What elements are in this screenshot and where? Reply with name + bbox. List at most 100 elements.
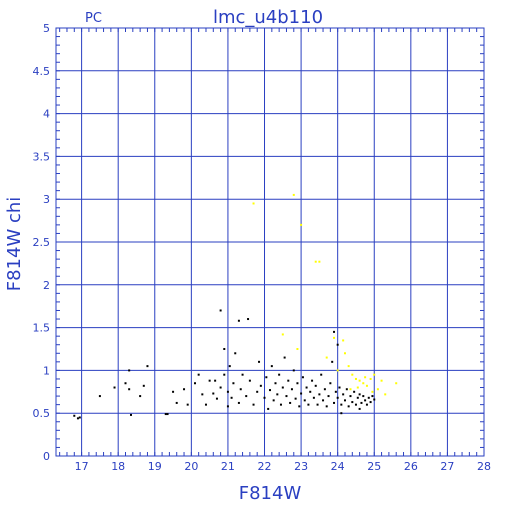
- data-point: [360, 401, 363, 404]
- data-point: [113, 386, 116, 389]
- data-point: [256, 390, 259, 393]
- data-point: [325, 356, 328, 359]
- data-point: [311, 379, 314, 382]
- y-tick-label: 0.5: [33, 407, 51, 420]
- data-point: [365, 384, 368, 387]
- data-point: [373, 398, 376, 401]
- data-point: [164, 413, 167, 416]
- data-point: [215, 397, 218, 400]
- chart-title: lmc_u4b110: [213, 7, 323, 28]
- data-point: [290, 388, 293, 391]
- y-tick-label: 0: [43, 450, 50, 463]
- data-point: [300, 223, 303, 226]
- data-point: [351, 373, 354, 376]
- data-point: [208, 379, 211, 382]
- data-point: [331, 360, 334, 363]
- data-point: [214, 379, 217, 382]
- x-tick-label: 24: [331, 460, 345, 473]
- data-point: [369, 377, 372, 380]
- data-point: [270, 365, 273, 368]
- data-point: [289, 401, 292, 404]
- x-tick-label: 18: [111, 460, 125, 473]
- data-point: [343, 399, 346, 402]
- data-points: [73, 193, 398, 420]
- data-point: [142, 384, 145, 387]
- data-point: [226, 405, 229, 408]
- data-point: [197, 373, 200, 376]
- data-point: [312, 396, 315, 399]
- data-point: [373, 373, 376, 376]
- data-point: [314, 384, 317, 387]
- data-point: [237, 401, 240, 404]
- data-point: [166, 413, 169, 416]
- data-point: [267, 407, 270, 410]
- data-point: [349, 388, 352, 391]
- data-point: [201, 393, 204, 396]
- x-tick-label: 27: [440, 460, 454, 473]
- data-point: [183, 388, 186, 391]
- data-point: [354, 403, 357, 406]
- y-tick-label: 5: [43, 22, 50, 35]
- y-tick-label: 3.5: [33, 150, 51, 163]
- data-point: [347, 365, 350, 368]
- data-point: [172, 390, 175, 393]
- data-point: [356, 386, 359, 389]
- data-point: [298, 405, 301, 408]
- data-point: [258, 360, 261, 363]
- data-point: [230, 396, 233, 399]
- data-point: [237, 319, 240, 322]
- data-point: [347, 405, 350, 408]
- data-point: [219, 309, 222, 312]
- x-tick-label: 28: [477, 460, 491, 473]
- data-point: [320, 373, 323, 376]
- data-point: [329, 382, 332, 385]
- data-point: [78, 416, 81, 419]
- data-point: [323, 388, 326, 391]
- data-point: [305, 386, 308, 389]
- y-tick-label: 4: [43, 108, 50, 121]
- data-point: [338, 386, 341, 389]
- grid: [55, 27, 485, 457]
- data-point: [296, 348, 299, 350]
- data-point: [303, 399, 306, 402]
- y-tick-label: 2: [43, 279, 50, 292]
- data-point: [281, 386, 284, 389]
- data-point: [354, 377, 357, 380]
- data-point: [278, 373, 281, 376]
- data-point: [342, 393, 345, 396]
- data-point: [269, 389, 271, 392]
- data-point: [300, 392, 303, 395]
- data-point: [287, 379, 290, 382]
- data-point: [362, 382, 365, 385]
- data-point: [73, 414, 76, 417]
- data-point: [129, 413, 132, 416]
- data-point: [362, 395, 365, 398]
- data-point: [353, 390, 356, 393]
- data-point: [327, 395, 330, 398]
- data-point: [259, 384, 262, 387]
- y-tick-label: 2.5: [33, 236, 51, 249]
- data-point: [333, 336, 336, 339]
- corner-label: PC: [85, 11, 102, 26]
- data-point: [345, 388, 348, 391]
- data-point: [307, 403, 310, 406]
- data-point: [272, 399, 275, 402]
- data-point: [281, 333, 284, 336]
- data-point: [247, 318, 250, 321]
- data-point: [186, 403, 189, 406]
- data-point: [316, 403, 319, 406]
- data-point: [276, 393, 279, 396]
- data-point: [376, 388, 379, 391]
- x-tick-label: 25: [367, 460, 381, 473]
- data-point: [340, 403, 343, 406]
- x-axis-label: F814W: [239, 483, 302, 504]
- data-point: [263, 396, 266, 399]
- data-point: [343, 352, 346, 355]
- data-point: [204, 403, 207, 406]
- data-point: [252, 403, 255, 406]
- y-axis-label: F814W chi: [4, 197, 25, 292]
- data-point: [333, 330, 336, 333]
- data-point: [336, 369, 339, 372]
- data-point: [294, 397, 297, 400]
- data-point: [371, 390, 374, 393]
